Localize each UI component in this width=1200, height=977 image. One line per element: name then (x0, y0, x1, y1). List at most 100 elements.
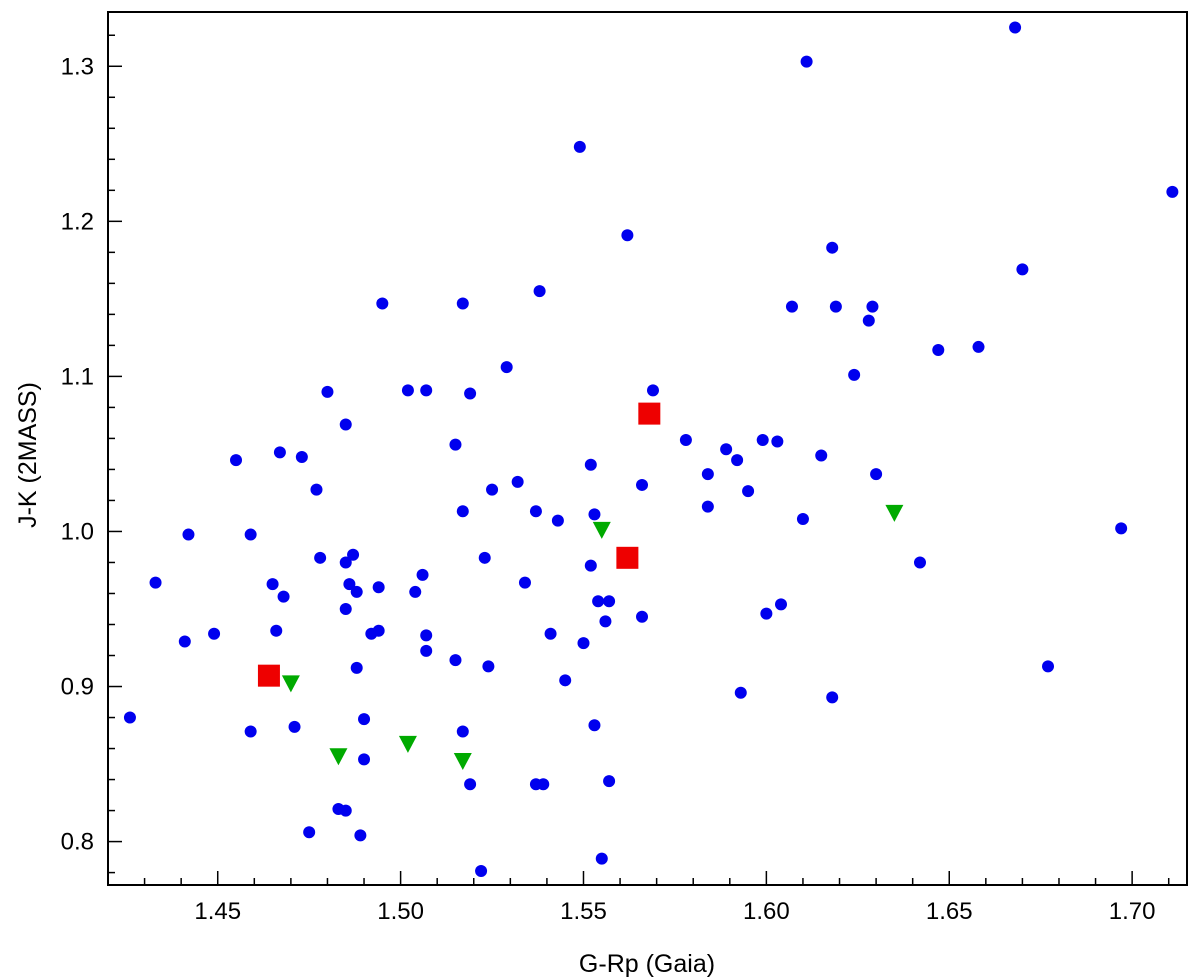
circle-point (731, 454, 744, 467)
circle-point (208, 627, 221, 640)
circle-point (416, 568, 429, 581)
circle-point (800, 55, 813, 68)
circle-point (339, 556, 352, 569)
circle-point (848, 368, 861, 381)
circle-point (518, 576, 531, 589)
circle-point (456, 297, 469, 310)
circle-point (679, 433, 692, 446)
circle-point (588, 719, 601, 732)
triangle-down-point (885, 504, 904, 522)
square-point (616, 546, 639, 569)
circle-point (544, 627, 557, 640)
circle-point (350, 661, 363, 674)
circle-point (1009, 21, 1022, 34)
circle-point (636, 610, 649, 623)
x-axis-title: G-Rp (Gaia) (579, 950, 715, 977)
circle-point (537, 778, 550, 791)
circle-point (760, 607, 773, 620)
circle-point (178, 635, 191, 648)
x-tick-label: 1.50 (377, 898, 424, 925)
circle-point (913, 556, 926, 569)
circle-point (533, 285, 546, 298)
circle-point (230, 454, 243, 467)
circle-point (321, 385, 334, 398)
circle-point (603, 595, 616, 608)
circle-point (603, 775, 616, 788)
circle-point (621, 229, 634, 242)
y-tick-label: 1.0 (61, 518, 94, 545)
circle-point (409, 585, 422, 598)
circle-point (1042, 660, 1055, 673)
circle-point (277, 590, 290, 603)
circle-point (862, 314, 875, 327)
triangle-down-point (281, 675, 300, 693)
circle-point (815, 449, 828, 462)
triangle-down-point (398, 735, 417, 753)
circle-point (932, 344, 945, 357)
triangle-down-point (453, 752, 472, 770)
circle-point (829, 300, 842, 313)
circle-point (266, 578, 279, 591)
circle-point (701, 468, 714, 481)
circle-point (584, 559, 597, 572)
y-axis-title: J-K (2MASS) (14, 382, 42, 528)
circle-point (420, 384, 433, 397)
circle-point (376, 297, 389, 310)
circle-point (303, 826, 316, 839)
square-point (638, 402, 661, 425)
circle-point (636, 478, 649, 491)
circle-point (720, 443, 733, 456)
circle-point (646, 384, 659, 397)
circle-point (734, 686, 747, 699)
circle-point (420, 644, 433, 657)
circle-point (756, 433, 769, 446)
circle-point (149, 576, 162, 589)
circle-point (826, 691, 839, 704)
circle-point (701, 500, 714, 513)
circle-point (475, 865, 488, 878)
circle-point (365, 627, 378, 640)
triangle-down-point (592, 521, 611, 539)
circle-point (401, 384, 414, 397)
x-tick-label: 1.65 (926, 898, 973, 925)
circle-point (1115, 522, 1128, 535)
circle-point (273, 446, 286, 459)
circle-point (244, 725, 257, 738)
circle-point (482, 660, 495, 673)
circle-point (339, 418, 352, 431)
circle-point (592, 595, 605, 608)
circle-point (339, 804, 352, 817)
circle-point (339, 602, 352, 615)
x-tick-label: 1.55 (560, 898, 607, 925)
circle-point (742, 485, 755, 498)
square-point (257, 664, 280, 687)
circle-point (354, 829, 367, 842)
circle-point (358, 713, 371, 726)
circle-point (420, 629, 433, 642)
circle-point (826, 241, 839, 254)
axis-ticks: 1.45 1.50 1.55 1.60 1.65 1.70 0.8 0.9 1.0 1.1 1.2 1… (61, 34, 1170, 925)
circle-point (595, 852, 608, 865)
circle-point (796, 513, 809, 526)
circle-point (551, 514, 564, 527)
plot-frame (107, 11, 1188, 886)
circle-point (486, 483, 499, 496)
x-tick-label: 1.45 (194, 898, 241, 925)
circle-point (310, 483, 323, 496)
circle-point (449, 438, 462, 451)
circle-point (870, 468, 883, 481)
circle-point (775, 598, 788, 611)
circle-point (123, 711, 136, 724)
x-tick-label: 1.60 (743, 898, 790, 925)
circle-point (182, 528, 195, 541)
y-tick-label: 0.9 (61, 674, 94, 701)
circle-point (347, 548, 360, 561)
circle-point (372, 581, 385, 594)
circle-point (573, 140, 586, 153)
circle-point (288, 720, 301, 733)
circle-point (500, 361, 513, 374)
circle-point (350, 585, 363, 598)
triangle-down-point (329, 748, 348, 766)
circle-point (771, 435, 784, 448)
